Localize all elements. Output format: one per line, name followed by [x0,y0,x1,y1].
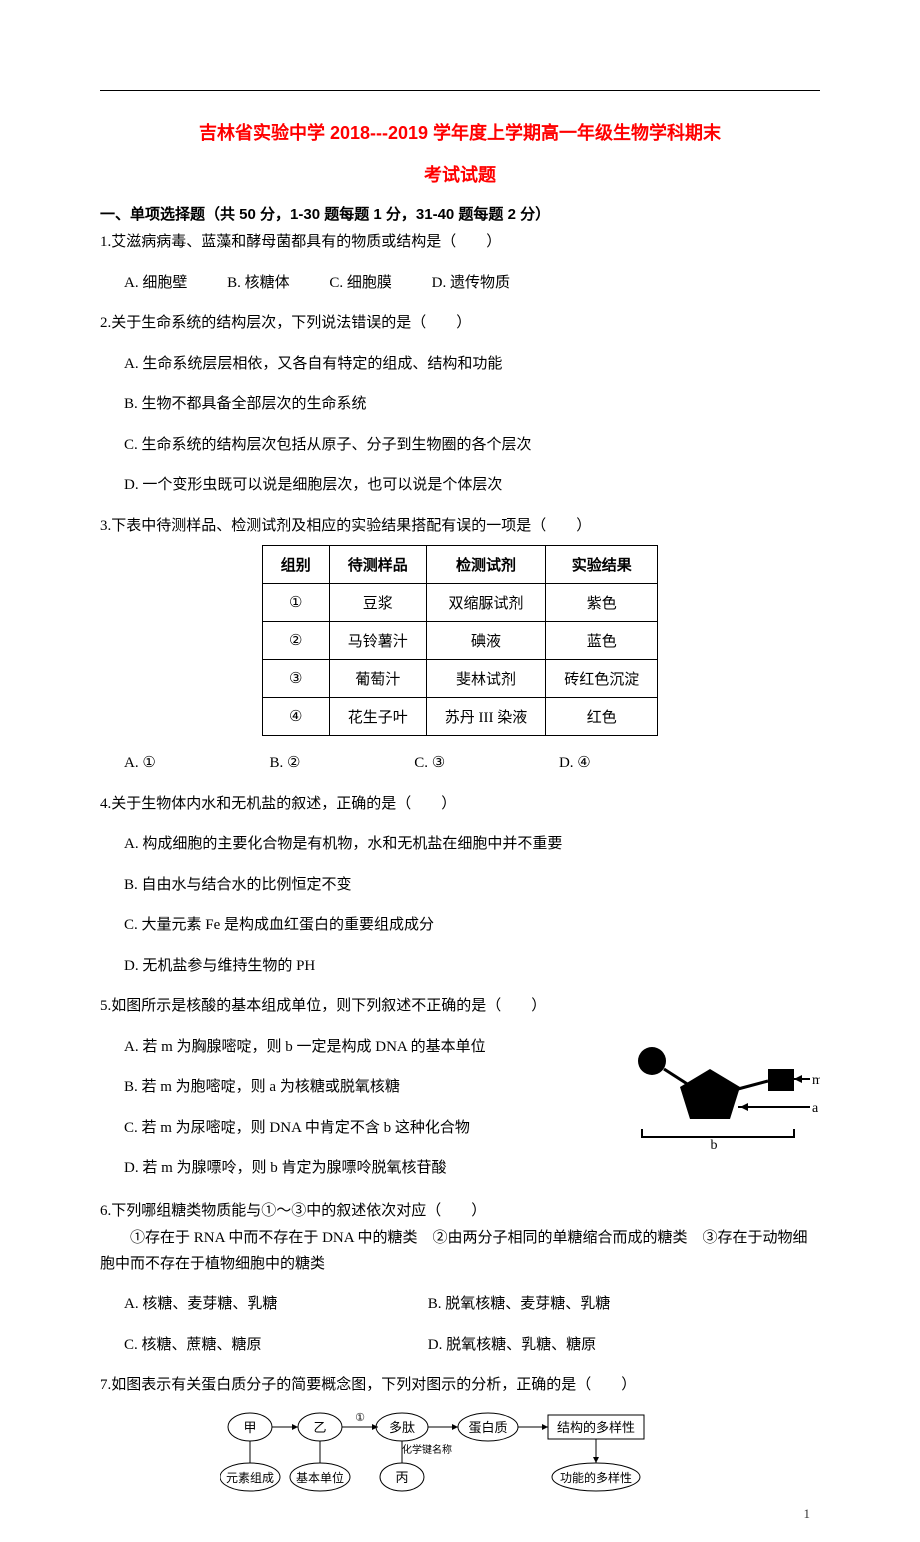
q6-options-row2: C. 核糖、蔗糖、糖原 D. 脱氧核糖、乳糖、糖原 [100,1333,820,1359]
q3-stem: 3.下表中待测样品、检测试剂及相应的实验结果搭配有误的一项是（ ） [100,514,820,540]
q4-opt-c: C. 大量元素 Fe 是构成血红蛋白的重要组成成分 [100,913,820,939]
q6-sub: ①存在于 RNA 中而不存在于 DNA 中的糖类 ②由两分子相同的单糖缩合而成的… [100,1226,820,1277]
q3-opt-c: C. ③ [414,751,445,777]
q3-th-0: 组别 [262,546,329,584]
svg-text:蛋白质: 蛋白质 [468,1420,507,1435]
q2-opt-a: A. 生命系统层层相依，又各自有特定的组成、结构和功能 [100,352,820,378]
svg-text:a: a [812,1101,819,1116]
page-number: 1 [804,1506,811,1522]
q6-opt-c: C. 核糖、蔗糖、糖原 [124,1333,424,1359]
q4-opt-b: B. 自由水与结合水的比例恒定不变 [100,873,820,899]
q1-opt-a: A. 细胞壁 [124,271,187,297]
q4-opt-d: D. 无机盐参与维持生物的 PH [100,954,820,980]
svg-text:功能的多样性: 功能的多样性 [560,1470,632,1485]
q6-opt-d: D. 脱氧核糖、乳糖、糖原 [428,1337,596,1353]
q3-th-3: 实验结果 [546,546,658,584]
q2-opt-d: D. 一个变形虫既可以说是细胞层次，也可以说是个体层次 [100,473,820,499]
q6-opt-b: B. 脱氧核糖、麦芽糖、乳糖 [428,1296,611,1312]
svg-text:b: b [711,1138,718,1149]
q5-diagram: m a b [630,1039,820,1154]
table-row: 组别 待测样品 检测试剂 实验结果 [262,546,658,584]
q3-th-1: 待测样品 [329,546,426,584]
q1-opt-d: D. 遗传物质 [432,271,510,297]
svg-text:结构的多样性: 结构的多样性 [557,1420,635,1435]
svg-text:基本单位: 基本单位 [296,1470,344,1485]
table-row: ② 马铃薯汁 碘液 蓝色 [262,622,658,660]
table-row: ③ 葡萄汁 斐林试剂 砖红色沉淀 [262,660,658,698]
q7-diagram: 甲 乙 ① 多肽 蛋白质 结构的多样性 化学键名称 元素组成 基本单位 丙 功能… [100,1407,820,1502]
q4-stem: 4.关于生物体内水和无机盐的叙述，正确的是（ ） [100,792,820,818]
q3-th-2: 检测试剂 [426,546,546,584]
q1-options: A. 细胞壁 B. 核糖体 C. 细胞膜 D. 遗传物质 [100,271,820,297]
q2-stem: 2.关于生命系统的结构层次，下列说法错误的是（ ） [100,311,820,337]
q1-stem: 1.艾滋病病毒、蓝藻和酵母菌都具有的物质或结构是（ ） [100,230,820,256]
svg-text:元素组成: 元素组成 [226,1471,274,1485]
q3-table: 组别 待测样品 检测试剂 实验结果 ① 豆浆 双缩脲试剂 紫色 ② 马铃薯汁 碘… [262,545,659,736]
q7-stem: 7.如图表示有关蛋白质分子的简要概念图，下列对图示的分析，正确的是（ ） [100,1373,820,1399]
table-row: ① 豆浆 双缩脲试剂 紫色 [262,584,658,622]
q6-opt-a: A. 核糖、麦芽糖、乳糖 [124,1292,424,1318]
q2-opt-b: B. 生物不都具备全部层次的生命系统 [100,392,820,418]
q3-opt-b: B. ② [270,751,301,777]
q1-opt-b: B. 核糖体 [227,271,290,297]
q4-opt-a: A. 构成细胞的主要化合物是有机物，水和无机盐在细胞中并不重要 [100,832,820,858]
section-1-header: 一、单项选择题（共 50 分，1-30 题每题 1 分，31-40 题每题 2 … [100,203,820,224]
title-line-1: 吉林省实验中学 2018---2019 学年度上学期高一年级生物学科期末 [100,119,820,145]
svg-text:甲: 甲 [243,1420,256,1435]
top-rule [100,90,820,91]
q3-opt-d: D. ④ [559,751,591,777]
svg-text:化学键名称: 化学键名称 [402,1443,452,1456]
q6-stem: 6.下列哪组糖类物质能与①～③中的叙述依次对应（ ） [100,1199,820,1225]
svg-text:m: m [812,1073,820,1088]
q3-options: A. ① B. ② C. ③ D. ④ [100,751,820,777]
q3-opt-a: A. ① [124,751,156,777]
q5-opt-d: D. 若 m 为腺嘌呤，则 b 肯定为腺嘌呤脱氧核苷酸 [100,1156,820,1182]
q5-stem: 5.如图所示是核酸的基本组成单位，则下列叙述不正确的是（ ） [100,994,820,1020]
svg-text:①: ① [355,1412,365,1424]
title-line-2: 考试试题 [100,161,820,187]
table-row: ④ 花生子叶 苏丹 III 染液 红色 [262,698,658,736]
svg-text:乙: 乙 [313,1420,326,1435]
q2-opt-c: C. 生命系统的结构层次包括从原子、分子到生物圈的各个层次 [100,433,820,459]
q6-options-row1: A. 核糖、麦芽糖、乳糖 B. 脱氧核糖、麦芽糖、乳糖 [100,1292,820,1318]
svg-text:多肽: 多肽 [389,1420,415,1435]
q1-opt-c: C. 细胞膜 [329,271,392,297]
svg-text:丙: 丙 [395,1470,408,1485]
